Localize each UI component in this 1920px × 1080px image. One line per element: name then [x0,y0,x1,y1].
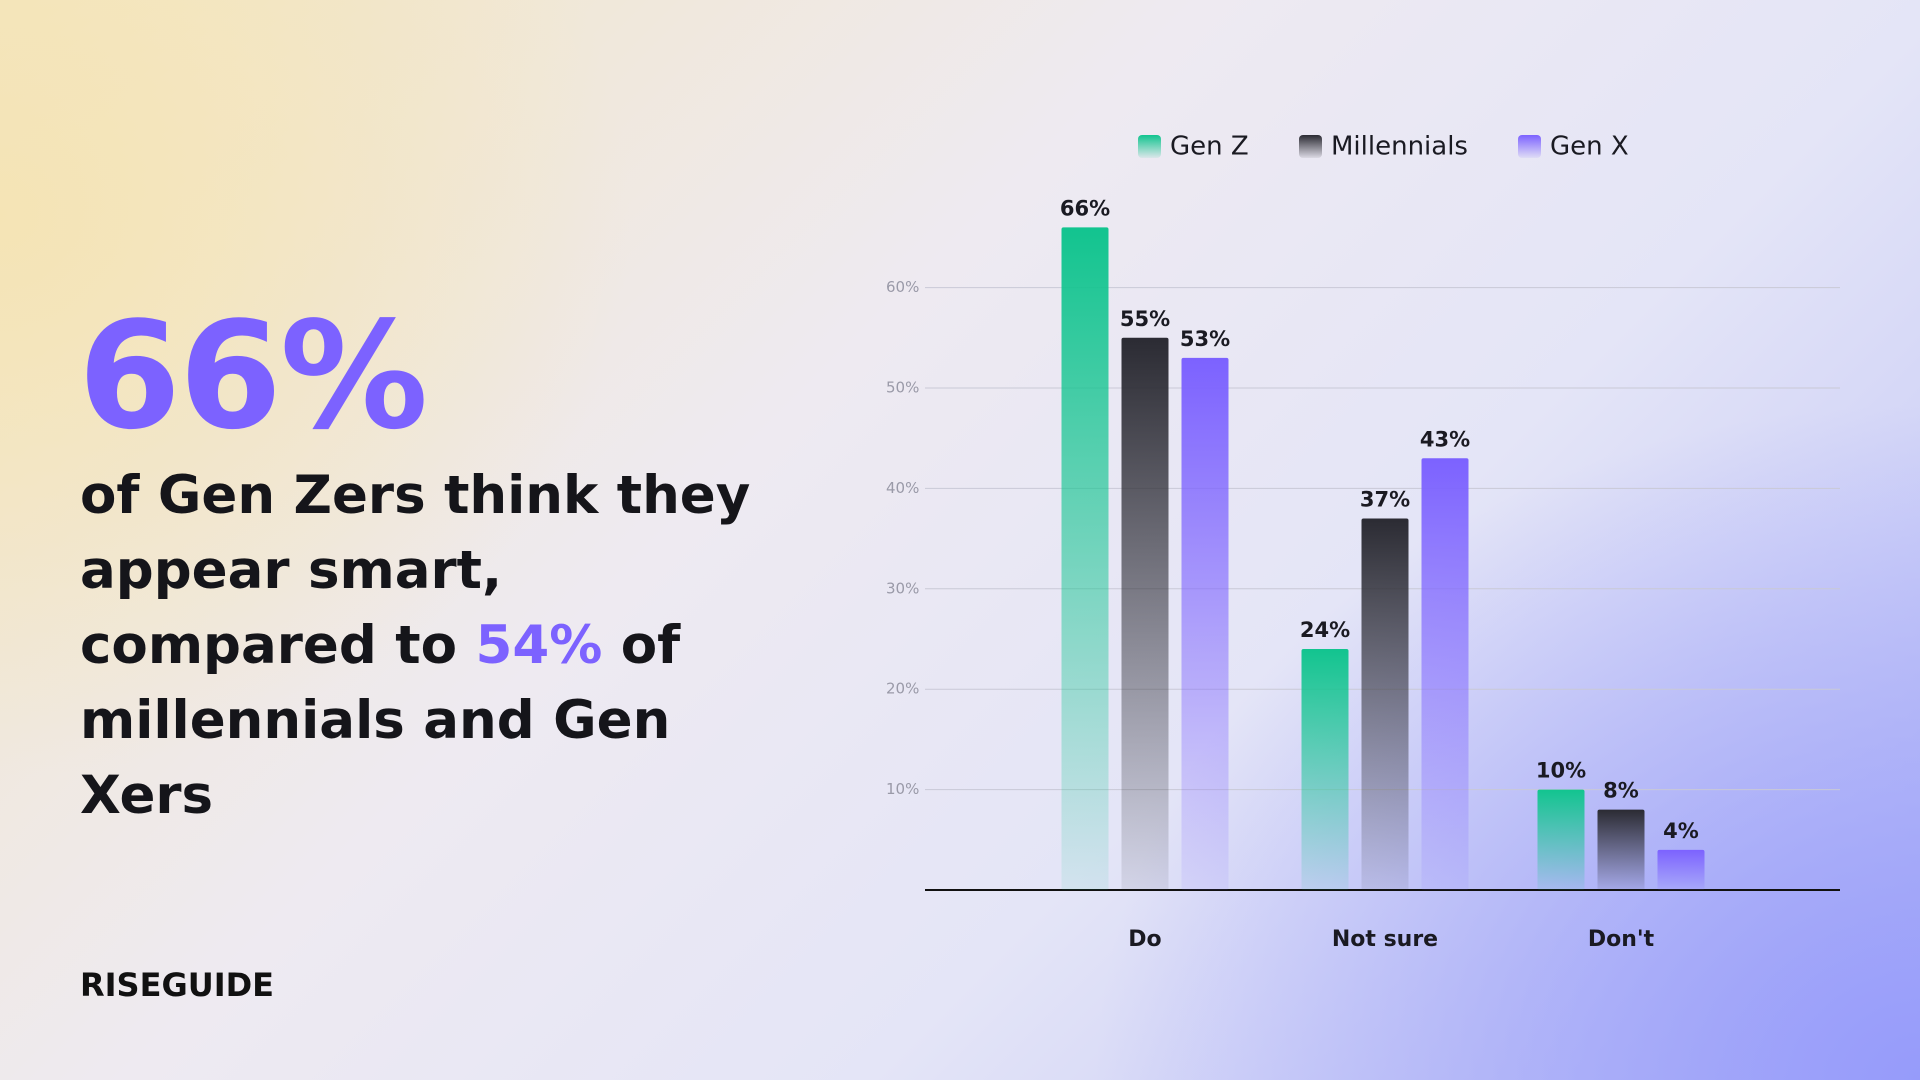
headline-stat: 66% [78,290,428,462]
headline-text: of Gen Zers think they appear smart, com… [80,458,760,833]
legend-label: Gen X [1550,132,1629,162]
y-tick-label: 60% [886,278,919,296]
x-tick-label: Don't [1588,927,1655,952]
bar [1181,357,1229,890]
legend-swatch [1138,135,1161,158]
headline-text-part: of millennials and Gen Xers [80,615,681,826]
y-tick-label: 30% [886,579,919,597]
legend-label: Millennials [1331,132,1468,162]
bar [1597,809,1645,890]
bar [1657,849,1705,890]
data-label: 10% [1536,759,1586,783]
headline-highlight: 54% [475,615,603,676]
bar [1121,337,1169,890]
y-tick-label: 10% [886,780,919,798]
data-label: 66% [1060,196,1110,220]
bar [1061,227,1109,891]
data-label: 37% [1360,488,1410,512]
data-label: 43% [1420,427,1470,451]
legend-label: Gen Z [1170,132,1249,162]
data-label: 55% [1120,307,1170,331]
legend-swatch [1299,135,1322,158]
y-tick-label: 50% [886,379,919,397]
data-label: 8% [1603,779,1639,803]
bar [1537,789,1585,890]
data-label: 24% [1300,618,1350,642]
data-label: 4% [1663,819,1699,843]
x-tick-label: Not sure [1332,927,1438,952]
bar [1361,518,1409,890]
data-label: 53% [1180,327,1230,351]
bar [1421,458,1469,890]
bar [1301,649,1349,890]
y-tick-label: 20% [886,680,919,698]
headline-text-part: of Gen Zers think they appear smart, com… [80,465,751,676]
y-tick-label: 40% [886,479,919,497]
x-tick-label: Do [1128,927,1161,952]
legend-swatch [1518,135,1541,158]
brand-logo: RISEGUIDE [80,966,275,1004]
